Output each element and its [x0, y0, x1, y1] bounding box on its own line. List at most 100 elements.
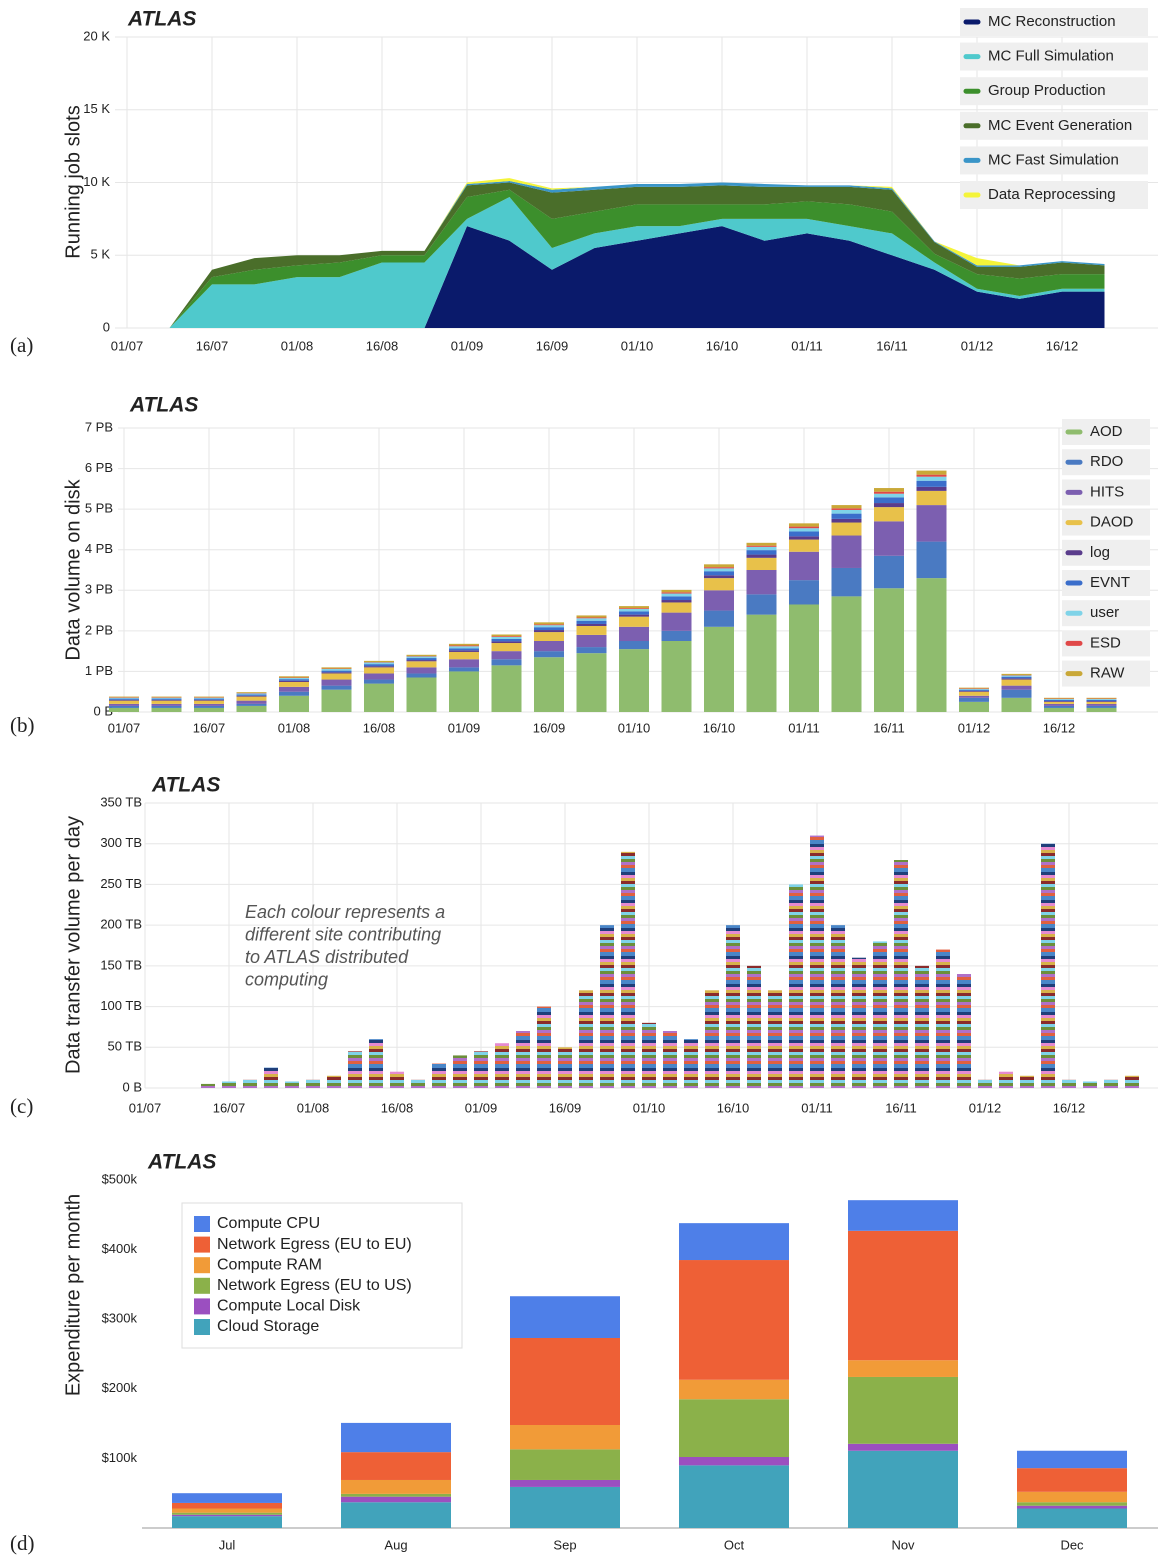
bar-segment [704, 567, 734, 569]
legend-item-bg [960, 181, 1148, 209]
bar [642, 1022, 656, 1088]
y-axis-label: Expenditure per month [62, 1194, 84, 1396]
y-tick-label: $300k [102, 1311, 138, 1326]
bar-segment [510, 1486, 620, 1528]
bar-segment [194, 699, 224, 701]
bar-segment [534, 627, 564, 631]
bar-segment [916, 490, 947, 506]
bar-segment [109, 696, 139, 698]
bar-segment [959, 688, 989, 690]
x-tick-label: 01/11 [788, 720, 820, 735]
legend-label: MC Full Simulation [988, 48, 1114, 65]
x-tick-label: 16/08 [366, 338, 399, 353]
bar-segment [576, 653, 607, 712]
bar-segment [1017, 1502, 1127, 1506]
x-tick-label: 01/08 [278, 720, 311, 735]
bar-segment [534, 625, 564, 628]
y-tick-label: 10 K [83, 174, 110, 189]
bar-segment [194, 707, 224, 712]
legend-label: Cloud Storage [217, 1318, 319, 1335]
x-tick-label: 01/07 [111, 338, 144, 353]
legend-item-bg [960, 8, 1148, 36]
bar-segment [321, 668, 352, 671]
bar-segment [321, 667, 352, 669]
legend-label: log [1090, 544, 1110, 561]
bar-segment [341, 1496, 451, 1503]
bar [1125, 1075, 1139, 1088]
bar-segment [1001, 697, 1032, 712]
legend-label: AOD [1090, 423, 1123, 440]
bar-segment [661, 602, 692, 613]
bar [537, 1006, 551, 1088]
bar-segment [874, 588, 904, 712]
x-tick-label: 16/09 [549, 1100, 582, 1115]
bar-segment [491, 665, 522, 712]
bar [726, 925, 740, 1088]
bar-segment [491, 638, 522, 642]
y-tick-label: $400k [102, 1241, 138, 1256]
bar-segment [831, 567, 862, 597]
bar-segment [789, 536, 819, 540]
legend-label: Data Reprocessing [988, 186, 1116, 203]
legend-label: Compute CPU [217, 1215, 320, 1232]
bar-segment [194, 700, 224, 704]
bar-segment [959, 697, 989, 702]
bar-segment [679, 1457, 789, 1466]
bar-segment [1017, 1505, 1127, 1509]
bar-segment [534, 630, 564, 633]
y-tick-label: 6 PB [85, 460, 113, 475]
x-tick-label: 01/11 [801, 1100, 833, 1115]
legend-item-bg [960, 77, 1148, 106]
bar-segment [874, 521, 904, 556]
y-tick-label: 50 TB [108, 1039, 142, 1054]
bar [831, 925, 845, 1088]
bar-segment [364, 683, 394, 712]
bar-segment [151, 698, 182, 700]
bar-segment [959, 695, 989, 698]
legend-label: MC Event Generation [988, 117, 1132, 134]
x-tick-label: 16/12 [1043, 720, 1076, 735]
y-tick-label: $100k [102, 1450, 138, 1465]
bar-segment [848, 1450, 958, 1528]
bar [663, 1031, 677, 1088]
bar-segment [172, 1512, 282, 1515]
bar-segment [704, 578, 734, 591]
bar-segment [1086, 705, 1117, 708]
bar [957, 974, 971, 1088]
bar-segment [848, 1443, 958, 1451]
legend-item-bg [960, 111, 1148, 140]
x-tick-label: 16/07 [193, 720, 226, 735]
y-tick-label: 20 K [83, 28, 110, 43]
bar-segment [1044, 705, 1074, 708]
bar-segment [916, 541, 947, 579]
legend-label: HITS [1090, 483, 1124, 500]
bar-segment [746, 557, 777, 570]
bar-segment [321, 673, 352, 680]
bar [264, 1067, 278, 1088]
x-tick-label: Jul [219, 1537, 236, 1552]
x-tick-label: 16/11 [873, 720, 905, 735]
bar-segment [874, 488, 904, 492]
x-tick-label: Dec [1060, 1537, 1084, 1552]
bar-segment [1017, 1508, 1127, 1528]
bar-segment [1017, 1468, 1127, 1492]
bar-segment [364, 679, 394, 684]
bar-segment [194, 705, 224, 708]
bar-segment [746, 554, 777, 558]
bar-segment [746, 546, 777, 551]
bar-segment [704, 571, 734, 576]
bar-segment [236, 695, 267, 697]
bar-segment [789, 539, 819, 552]
bar-segment [831, 596, 862, 712]
bar-segment [341, 1502, 451, 1528]
bar-segment [109, 697, 139, 699]
bar-segment [619, 608, 649, 612]
x-tick-label: 01/10 [618, 720, 651, 735]
bar-segment [151, 700, 182, 704]
bar-segment [151, 696, 182, 698]
bar-segment [679, 1399, 789, 1458]
y-tick-label: 250 TB [100, 876, 142, 891]
bar-segment [172, 1502, 282, 1509]
panel-label: (b) [10, 713, 35, 737]
y-tick-label: 0 B [122, 1079, 142, 1094]
